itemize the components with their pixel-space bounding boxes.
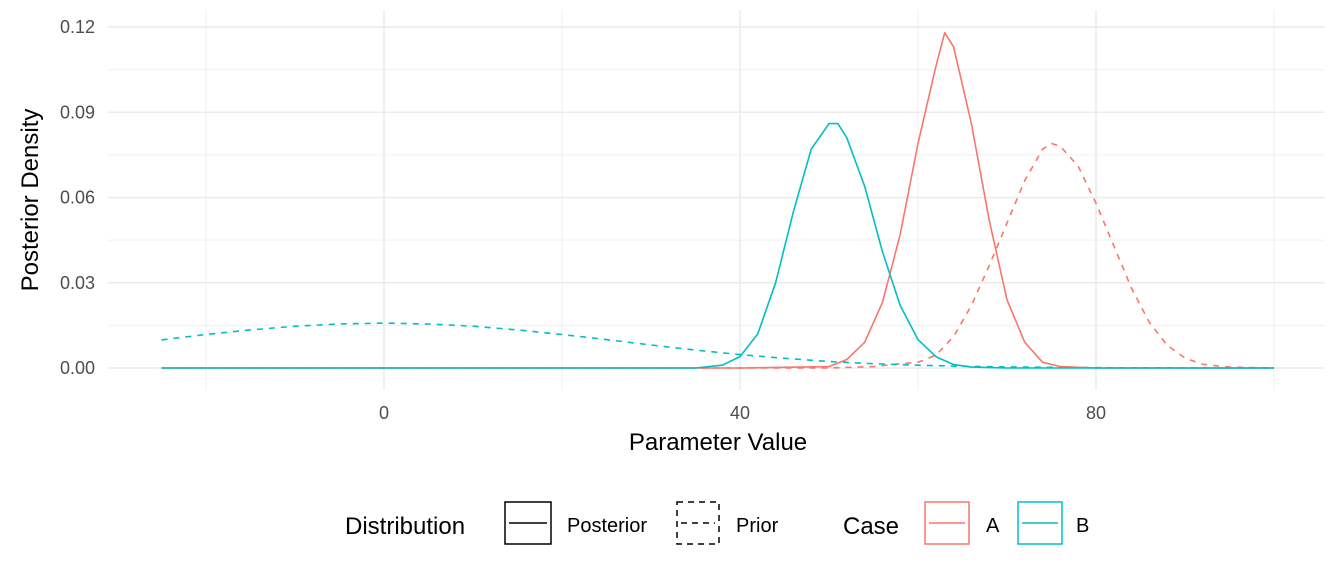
series-layer (161, 31, 1275, 369)
y-tick-label: 0.06 (60, 188, 95, 208)
x-axis-tick-labels: 0 40 80 (379, 403, 1106, 423)
minor-gridlines (108, 10, 1325, 390)
legend-title-case: Case (843, 513, 899, 540)
series-line-b-posterior (161, 122, 1274, 369)
major-gridlines (108, 10, 1325, 390)
x-tick-label: 0 (379, 403, 389, 423)
legend-key-case-a (924, 501, 970, 545)
legend: Distribution Posterior Prior Case A B (345, 501, 1089, 545)
x-tick-label: 80 (1086, 403, 1106, 423)
y-tick-label: 0.03 (60, 273, 95, 293)
y-tick-label: 0.09 (60, 102, 95, 122)
series-line-a-prior (161, 142, 1275, 369)
legend-title-distribution: Distribution (345, 513, 465, 540)
legend-key-posterior (504, 501, 552, 545)
legend-key-prior (676, 501, 720, 545)
legend-label-prior: Prior (736, 515, 779, 537)
x-tick-label: 40 (730, 403, 750, 423)
x-axis-title: Parameter Value (629, 429, 807, 456)
y-tick-label: 0.12 (60, 17, 95, 37)
legend-label-case-a: A (986, 515, 1000, 537)
y-tick-label: 0.00 (60, 358, 95, 378)
legend-label-posterior: Posterior (567, 515, 647, 537)
y-axis-title: Posterior Density (17, 109, 44, 292)
series-line-a-posterior (161, 31, 1274, 369)
series-line-b-prior (161, 322, 1275, 369)
y-axis-tick-labels: 0.00 0.03 0.06 0.09 0.12 (60, 17, 95, 378)
legend-label-case-b: B (1076, 515, 1089, 537)
legend-key-case-b (1017, 501, 1063, 545)
